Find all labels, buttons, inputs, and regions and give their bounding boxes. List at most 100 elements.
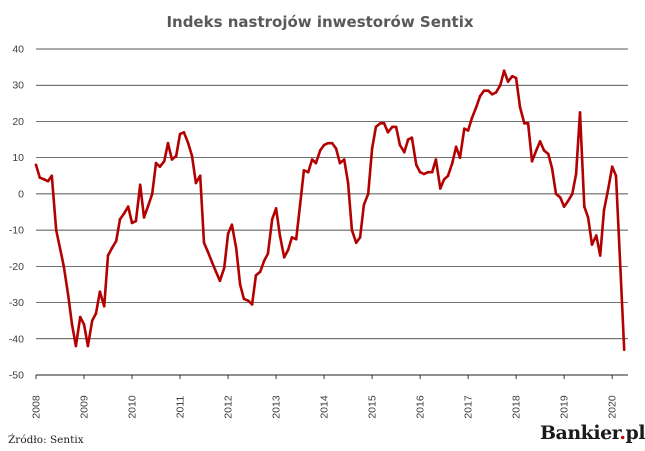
gridlines [36, 48, 628, 376]
data-point [619, 265, 622, 268]
data-point [318, 149, 322, 152]
data-point [487, 89, 490, 92]
y-tick-label: -20 [9, 261, 24, 273]
data-point [562, 205, 566, 208]
data-point [403, 150, 406, 154]
data-point [166, 141, 170, 145]
data-point [571, 192, 574, 196]
data-point [602, 208, 606, 212]
data-point [178, 132, 182, 136]
y-tick-label: -40 [9, 333, 24, 345]
brand-tld: pl [625, 422, 645, 444]
data-point [490, 93, 494, 96]
data-point [230, 223, 234, 226]
data-point [374, 125, 378, 129]
data-point [382, 122, 386, 125]
data-point [110, 246, 114, 250]
data-point [286, 248, 290, 252]
data-point [314, 161, 318, 165]
data-point [118, 217, 122, 221]
data-point [362, 203, 366, 207]
data-point [142, 216, 146, 219]
data-point [270, 217, 274, 221]
data-point [78, 315, 82, 319]
data-point [194, 181, 198, 185]
data-point [514, 76, 518, 80]
data-point [542, 149, 546, 152]
data-point [274, 207, 278, 210]
data-point [298, 203, 302, 207]
data-point [478, 94, 482, 98]
data-point [266, 252, 270, 255]
x-tick-label: 2016 [415, 395, 427, 419]
data-point [526, 122, 530, 125]
data-point [198, 174, 202, 178]
x-tick-label: 2017 [463, 395, 475, 419]
data-point [434, 158, 438, 161]
data-point [511, 74, 514, 78]
data-point [126, 205, 130, 208]
data-point [330, 141, 334, 145]
data-point [334, 147, 338, 150]
data-point [134, 219, 138, 223]
series-layer [34, 69, 626, 351]
source-note: Źródło: Sentix [8, 434, 84, 446]
data-point [502, 69, 506, 72]
x-tick-label: 2010 [127, 395, 139, 419]
data-point [466, 129, 470, 132]
y-tick-label: -30 [9, 297, 24, 309]
data-point [246, 299, 250, 303]
y-tick-label: 20 [12, 116, 24, 128]
data-point [306, 170, 310, 174]
data-point [410, 136, 414, 139]
data-point [391, 125, 394, 129]
x-tick-label: 2018 [511, 395, 523, 419]
data-point [607, 187, 610, 190]
data-point [586, 216, 590, 219]
data-point [442, 178, 446, 181]
data-point [186, 141, 190, 145]
data-point [122, 212, 126, 216]
data-point [578, 111, 582, 114]
data-point [258, 270, 262, 274]
data-point [218, 279, 222, 283]
data-point [326, 141, 330, 145]
data-point [458, 156, 462, 159]
data-point [146, 205, 150, 208]
data-point [379, 122, 382, 125]
data-point [50, 174, 54, 178]
y-tick-label: 40 [12, 44, 24, 56]
data-point [598, 254, 602, 257]
data-point [34, 163, 38, 167]
data-point [622, 348, 626, 351]
data-point [366, 192, 370, 196]
data-point [415, 163, 418, 167]
data-point [74, 344, 78, 348]
data-point [530, 160, 534, 163]
data-point [506, 80, 510, 83]
brand-name: Bankier [540, 422, 620, 444]
data-point [566, 199, 570, 203]
data-point [610, 165, 614, 168]
sentix-series-line [34, 69, 626, 351]
data-point [322, 143, 326, 147]
data-point [394, 125, 398, 129]
data-point [370, 147, 374, 150]
data-point [250, 303, 254, 306]
data-point [439, 187, 442, 190]
x-tick-label: 2011 [175, 396, 187, 419]
data-point [66, 294, 70, 297]
data-point [210, 261, 214, 265]
sentix-line-chart: Indeks nastrojów inwestorów Sentix 40 30 2… [9, 13, 628, 419]
data-point [42, 178, 46, 181]
data-point [559, 196, 562, 199]
data-point [190, 154, 194, 158]
data-point [54, 228, 58, 232]
y-tick-label: -10 [9, 225, 24, 237]
x-tick-label: 2013 [271, 395, 283, 419]
data-point [310, 158, 314, 161]
data-point [427, 170, 430, 174]
data-point [206, 250, 210, 254]
data-point [222, 266, 226, 270]
